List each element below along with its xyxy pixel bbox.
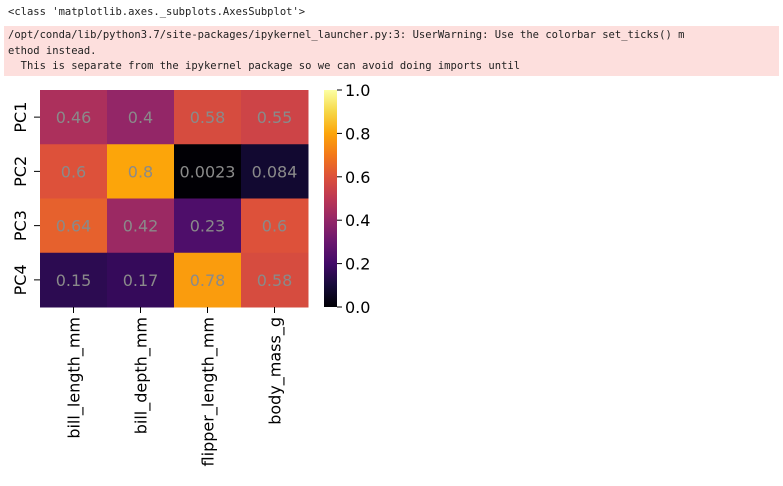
heatmap-cell [40,198,108,254]
cell-annotation: 0.23 [190,217,226,236]
colorbar-tick-label: 0.6 [345,168,370,187]
heatmap-chart: 0.46 0.4 0.58 0.55 0.6 0.8 0.0023 0.084 0.64 0.42… [11,81,370,466]
heatmap-cell [107,144,175,199]
heatmap-cell [107,252,175,308]
output-repr-text: <class 'matplotlib.axes._subplots.AxesSu… [8,6,306,18]
cell-annotation: 0.8 [128,162,153,181]
colorbar-tick-label: 0.2 [345,255,370,274]
heatmap-cell [241,144,309,199]
cell-annotation: 0.78 [190,271,226,290]
warning-line: This is separate from the ipykernel pack… [8,60,521,72]
cell-annotation: 0.64 [56,217,92,236]
column-tick-label: bill_depth_mm [132,317,152,434]
cell-annotation: 0.084 [252,162,298,181]
row-tick-label: PC2 [11,156,30,187]
colorbar: 0.0 0.2 0.4 0.6 0.8 1.0 [324,81,370,317]
heatmap-cell [107,198,175,254]
heatmap-cell [174,198,242,254]
row-tick-labels: PC1 PC2 PC3 PC4 [11,102,40,295]
colorbar-tick-label: 0.4 [345,211,370,230]
heatmap-cell [40,90,108,145]
heatmap-cells: 0.46 0.4 0.58 0.55 0.6 0.8 0.0023 0.084 0.64 0.42… [40,90,309,308]
cell-annotation: 0.0023 [180,162,236,181]
cell-annotation: 0.17 [123,271,159,290]
warning-output: /opt/conda/lib/python3.7/site-packages/i… [4,26,779,76]
colorbar-gradient [324,90,337,307]
heatmap-cell [40,144,108,199]
column-tick-label: flipper_length_mm [199,317,219,466]
heatmap-cell [241,252,309,308]
column-tick-label: bill_length_mm [65,317,85,439]
heatmap-cell [174,144,242,199]
warning-line: ethod instead. [8,44,97,57]
heatmap-cell [107,90,175,145]
row-tick-label: PC1 [11,102,30,133]
cell-annotation: 0.58 [257,271,293,290]
cell-annotation: 0.6 [61,162,86,181]
cell-annotation: 0.58 [190,108,226,127]
row-tick-label: PC4 [11,264,30,295]
heatmap-cell [174,90,242,145]
colorbar-tick-label: 0.0 [345,298,370,317]
colorbar-tick-label: 0.8 [345,124,370,143]
cell-annotation: 0.4 [128,108,153,127]
heatmap-cell [174,252,242,308]
warning-line: /opt/conda/lib/python3.7/site-packages/i… [8,29,685,41]
cell-annotation: 0.55 [257,108,293,127]
column-tick-label: body_mass_g [266,317,286,425]
row-tick-label: PC3 [11,210,30,241]
cell-annotation: 0.6 [262,217,287,236]
cell-annotation: 0.42 [123,217,159,236]
column-tick-labels: bill_length_mm bill_depth_mm flipper_lengt… [65,307,286,466]
heatmap-cell [40,252,108,308]
cell-annotation: 0.46 [56,108,92,127]
cell-annotation: 0.15 [56,271,92,290]
colorbar-tick-label: 1.0 [345,81,370,100]
heatmap-cell [241,90,309,145]
heatmap-cell [241,198,309,254]
